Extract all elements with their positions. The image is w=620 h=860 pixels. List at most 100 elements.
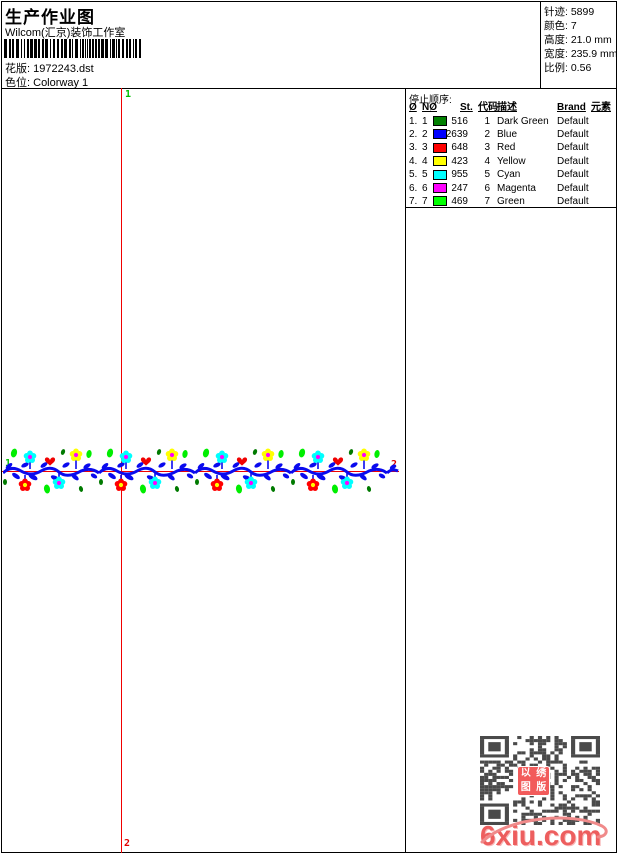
stop-sequence-title: 停止顺序: — [409, 95, 452, 106]
row-needle: 1 — [422, 115, 428, 127]
stat-stitches: 针迹: 5899 — [544, 6, 595, 18]
colorway-value: Colorway 1 — [33, 77, 89, 89]
col-n-num: NØ — [422, 102, 437, 113]
row-needle: 4 — [422, 155, 428, 167]
guide-marker-start-top: 1 — [125, 89, 132, 100]
row-stitches: 955 — [451, 169, 468, 181]
color-swatch — [433, 196, 447, 207]
row-description: Magenta — [497, 182, 536, 194]
row-description: Red — [497, 142, 516, 154]
color-sequence-row: 3. 3 648 3 Red Default — [405, 141, 617, 154]
site-logo: 6xiu.com — [474, 810, 614, 854]
row-stitches: 648 — [451, 142, 468, 154]
embroidery-design — [3, 445, 399, 502]
color-swatch — [433, 183, 447, 193]
row-stitches: 516 — [451, 115, 468, 127]
panel-divider — [405, 88, 406, 853]
qr-logo-char: 版 — [536, 782, 547, 793]
color-swatch — [433, 116, 447, 126]
row-brand: Default — [557, 182, 589, 194]
stat-width: 宽度: 235.9 mm — [544, 48, 618, 60]
stat-colors: 颜色: 7 — [544, 20, 577, 32]
row-code: 3 — [484, 142, 490, 154]
horizontal-guide-line — [2, 471, 399, 472]
row-code: 5 — [484, 169, 490, 181]
row-brand: Default — [557, 128, 589, 140]
table-bottom-border — [405, 207, 617, 208]
colorway-line: 色位: Colorway 1 — [5, 74, 88, 90]
row-code: 2 — [484, 128, 490, 140]
row-description: Blue — [497, 128, 518, 140]
qr-center-logo: 以绣 图版 — [517, 766, 550, 796]
row-description: Green — [497, 195, 525, 207]
design-file-line: 花版: 1972243.dst — [5, 60, 94, 76]
guide-marker-end-bottom: 2 — [124, 838, 131, 849]
col-code: 代码 — [478, 102, 498, 113]
col-desc: 描述 — [497, 102, 517, 113]
page-title: 生产作业图 — [5, 8, 95, 27]
qr-logo-char: 图 — [520, 782, 531, 793]
row-description: Yellow — [497, 155, 526, 167]
row-seq: 2. — [409, 128, 418, 140]
design-stats: 针迹: 5899 颜色: 7 高度: 21.0 mm 宽度: 235.9 mm … — [544, 5, 618, 75]
row-stitches: 247 — [451, 182, 468, 194]
row-brand: Default — [557, 195, 589, 207]
col-num: Ø — [409, 102, 417, 113]
color-sequence-row: 2. 2 2639 2 Blue Default — [405, 128, 617, 141]
row-seq: 1. — [409, 115, 418, 127]
vertical-guide-line — [121, 88, 122, 853]
swoosh-icon — [480, 816, 608, 844]
col-st: St. — [460, 102, 473, 113]
guide-marker-start-left: 1 — [5, 458, 12, 469]
color-sequence-row: 5. 5 955 5 Cyan Default — [405, 168, 617, 181]
row-code: 7 — [484, 195, 490, 207]
color-sequence-row: 4. 4 423 4 Yellow Default — [405, 155, 617, 168]
row-stitches: 469 — [451, 195, 468, 207]
stat-height: 高度: 21.0 mm — [544, 34, 612, 46]
row-seq: 6. — [409, 182, 418, 194]
row-needle: 2 — [422, 128, 428, 140]
color-swatch — [433, 142, 447, 153]
color-sequence-row: 1. 1 516 1 Dark Green Default — [405, 115, 617, 128]
row-seq: 3. — [409, 142, 418, 154]
stats-divider — [540, 1, 541, 88]
row-needle: 6 — [422, 182, 428, 194]
qr-logo-char: 以 — [520, 768, 531, 779]
color-swatch — [433, 156, 447, 167]
row-seq: 5. — [409, 169, 418, 181]
qr-logo-char: 绣 — [536, 768, 547, 779]
row-stitches: 423 — [451, 155, 468, 167]
row-seq: 7. — [409, 195, 418, 207]
row-code: 6 — [484, 182, 490, 194]
row-brand: Default — [557, 142, 589, 154]
barcode — [4, 39, 144, 58]
stop-sequence-header: Ø NØ St. 代码 描述 Brand 元素 — [405, 101, 617, 114]
row-needle: 7 — [422, 195, 428, 207]
row-seq: 4. — [409, 155, 418, 167]
row-description: Dark Green — [497, 115, 549, 127]
row-stitches: 2639 — [445, 128, 468, 140]
design-file-value: 1972243.dst — [33, 63, 94, 75]
colorway-label: 色位: — [5, 77, 31, 89]
row-code: 4 — [484, 155, 490, 167]
row-brand: Default — [557, 115, 589, 127]
color-swatch — [433, 129, 447, 140]
row-code: 1 — [484, 115, 490, 127]
site-name: 6xiu.com — [480, 820, 602, 851]
row-brand: Default — [557, 169, 589, 181]
col-element: 元素 — [591, 102, 611, 113]
row-description: Cyan — [497, 169, 521, 181]
header-divider — [1, 88, 617, 89]
row-needle: 3 — [422, 142, 428, 154]
studio-name: Wilcom(汇京)装饰工作室 — [5, 27, 126, 39]
row-brand: Default — [557, 155, 589, 167]
guide-marker-end-right: 2 — [391, 459, 398, 470]
col-brand: Brand — [557, 102, 586, 113]
row-needle: 5 — [422, 169, 428, 181]
color-sequence-row: 7. 7 469 7 Green Default — [405, 195, 617, 208]
design-file-label: 花版: — [5, 63, 31, 75]
color-swatch — [433, 169, 447, 180]
qr-code: 以绣 图版 — [480, 736, 600, 825]
